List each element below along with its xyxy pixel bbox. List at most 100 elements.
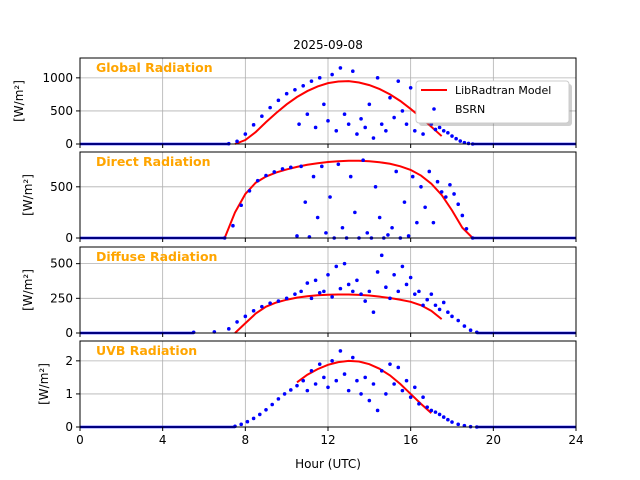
obs-point (330, 72, 334, 77)
x-axis-label: Hour (UTC) (295, 457, 361, 471)
obs-point (439, 190, 444, 194)
obs-point (340, 225, 345, 230)
obs-point (388, 95, 392, 100)
y-tick-label: 0 (65, 231, 73, 245)
obs-point (437, 307, 442, 312)
obs-point (367, 102, 372, 107)
obs-point (311, 174, 316, 179)
obs-point (413, 385, 417, 390)
obs-point (427, 169, 432, 174)
obs-point (338, 286, 343, 291)
obs-point (251, 123, 256, 127)
y-tick-label: 250 (50, 291, 73, 305)
legend-box (415, 80, 570, 124)
obs-point (456, 202, 461, 207)
obs-point (421, 132, 425, 136)
obs-point (441, 128, 446, 133)
panel-3: 0 250 500 Diffuse Radiation [W/m²] (21, 246, 577, 340)
obs-point (289, 165, 293, 170)
model-line (234, 80, 443, 145)
obs-point (456, 422, 461, 427)
obs-point (361, 158, 365, 162)
obs-point (313, 278, 318, 283)
obs-point (421, 303, 425, 308)
obs-point (452, 192, 456, 196)
obs-point (388, 362, 392, 366)
obs-point (297, 122, 301, 126)
obs-point (264, 408, 268, 412)
y-tick-label: 500 (50, 104, 73, 118)
obs-point (425, 297, 430, 302)
obs-point (251, 416, 256, 421)
obs-point (276, 98, 281, 103)
y-axis-label: [W/m²] (37, 363, 51, 405)
obs-point (276, 397, 281, 401)
obs-point (413, 128, 417, 133)
obs-point (320, 164, 324, 169)
panel-2: 0 500 Direct Radiation [W/m²] (21, 151, 577, 245)
obs-point (363, 299, 368, 303)
obs-point (305, 281, 310, 285)
obs-point (373, 185, 378, 189)
obs-point (408, 275, 413, 280)
obs-point (351, 69, 355, 74)
obs-point (433, 410, 438, 414)
obs-point (245, 419, 250, 424)
obs-point (396, 365, 401, 370)
obs-point (466, 141, 471, 146)
obs-point (404, 122, 409, 126)
obs-point (322, 102, 326, 107)
obs-point (293, 292, 297, 296)
obs-point (460, 213, 465, 218)
x-tick-label: 12 (320, 433, 335, 447)
obs-point (408, 395, 413, 400)
obs-point (462, 324, 467, 328)
obs-point (346, 122, 351, 126)
obs-point (301, 83, 306, 88)
obs-point (309, 368, 314, 373)
obs-point (272, 170, 277, 174)
obs-point (371, 310, 376, 314)
obs-point (299, 164, 303, 169)
obs-point (324, 231, 328, 235)
obs-point (359, 292, 363, 296)
obs-point (394, 169, 399, 174)
obs-point (305, 388, 310, 393)
panel-1: 0 500 1000 Global Radiation [W/m²] (12, 57, 577, 151)
obs-point (334, 128, 339, 133)
obs-point (247, 189, 252, 193)
obs-point (417, 289, 421, 294)
obs-point (446, 310, 450, 314)
obs-point (384, 392, 388, 396)
obs-point (388, 296, 392, 301)
obs-point (446, 417, 450, 422)
obs-point (475, 330, 479, 335)
obs-point (404, 282, 409, 287)
obs-point (334, 264, 339, 269)
obs-point (390, 225, 394, 230)
legend-model-label: LibRadtran Model (455, 84, 551, 97)
obs-point (309, 296, 314, 301)
obs-point (423, 205, 427, 210)
x-tick-label: 20 (486, 433, 501, 447)
obs-point (425, 405, 430, 409)
obs-point (301, 378, 306, 383)
legend-obs-swatch (432, 107, 436, 111)
obs-point (379, 122, 384, 126)
obs-point (260, 114, 264, 119)
obs-point (375, 76, 380, 80)
obs-point (295, 383, 299, 388)
obs-point (305, 112, 310, 117)
obs-point (342, 112, 347, 117)
obs-point (450, 420, 454, 424)
obs-point (413, 292, 417, 296)
obs-point (270, 402, 275, 407)
obs-point (264, 173, 268, 178)
obs-point (303, 200, 308, 204)
obs-point (371, 136, 376, 140)
obs-point (450, 134, 454, 138)
obs-point (441, 415, 446, 419)
obs-point (227, 327, 231, 331)
obs-point (377, 215, 382, 220)
